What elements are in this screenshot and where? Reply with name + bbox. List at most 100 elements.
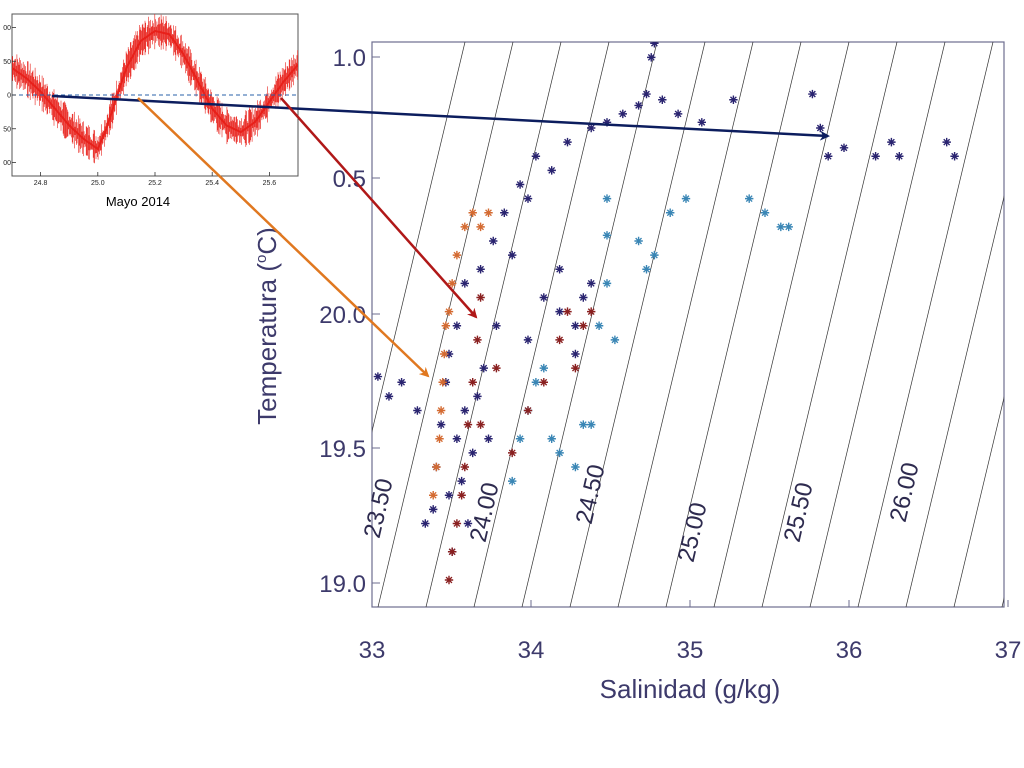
scatter-point: [484, 434, 493, 443]
inset-y-tick-label: 00: [3, 25, 11, 32]
scatter-point: [579, 420, 588, 429]
inset-ticks: 24.8 25.0 25.2 25.4 25.6 00 50 0 50 00: [3, 25, 276, 187]
scatter-point: [555, 265, 564, 274]
scatter-point: [895, 152, 904, 161]
isopycnal-line: [905, 195, 1004, 607]
scatter-point: [587, 279, 596, 288]
scatter-point: [460, 222, 469, 232]
scatter-point: [571, 349, 580, 359]
scatter-point: [650, 42, 659, 48]
scatter-point: [508, 448, 517, 458]
scatter-point: [816, 123, 825, 133]
y-tick-label: 20.0: [319, 302, 366, 329]
scatter-point: [563, 137, 572, 147]
scatter-point: [457, 476, 466, 486]
y-tick-label: 19.0: [319, 571, 366, 598]
inset-y-tick-label: 00: [3, 160, 11, 167]
inset-signal-mean: [12, 29, 298, 151]
scatter-point: [476, 420, 485, 429]
scatter-point: [463, 519, 473, 528]
scatter-point: [436, 406, 446, 415]
scatter-point: [871, 152, 880, 161]
scatter-point: [784, 222, 793, 232]
scatter-point: [447, 547, 457, 556]
scatter-point: [484, 208, 493, 217]
scatter-points: [373, 42, 959, 585]
scatter-point: [745, 194, 754, 203]
x-tick-label: 37: [995, 637, 1022, 664]
scatter-point: [650, 250, 659, 260]
isopycnal-line: [473, 42, 610, 607]
scatter-point: [435, 434, 444, 443]
y-axis-label-degree: o: [253, 255, 270, 263]
isopycnal-line: [665, 42, 802, 607]
scatter-point: [555, 448, 564, 458]
plot-frame: [371, 41, 1005, 608]
scatter-point: [429, 505, 438, 514]
inset-x-tick-label: 25.4: [205, 180, 219, 187]
arrow-orange: [137, 97, 430, 378]
isopycnal-lines: [372, 42, 1004, 607]
scatter-point: [839, 143, 849, 152]
scatter-point: [447, 279, 457, 288]
isopycnal-label: 23.50: [359, 476, 399, 541]
x-axis-label: Salinidad (g/kg): [600, 674, 781, 704]
scatter-point: [602, 279, 612, 288]
scatter-point: [429, 491, 438, 500]
scatter-point: [647, 53, 656, 62]
isopycnal-line: [425, 42, 562, 607]
isopycnal-line: [617, 42, 754, 607]
scatter-point: [539, 293, 548, 302]
y-axis-label-base: Temperatura (: [252, 263, 282, 425]
scatter-point: [515, 434, 525, 443]
scatter-point: [642, 89, 651, 99]
scatter-point: [500, 208, 509, 217]
scatter-point: [508, 476, 517, 486]
inset-x-tick-label: 25.0: [91, 180, 105, 187]
inset-y-tick-label: 0: [7, 93, 11, 100]
inset-x-tick-label: 25.6: [263, 180, 277, 187]
isopycnal-line: [713, 42, 850, 607]
inset-x-tick-label: 24.8: [34, 180, 48, 187]
scatter-point: [523, 335, 533, 345]
isopycnal-line: [953, 396, 1004, 607]
scatter-point: [618, 109, 627, 119]
scatter-point: [452, 434, 462, 443]
scatter-point: [594, 321, 604, 330]
scatter-point: [421, 519, 430, 528]
scatter-point: [468, 378, 477, 387]
scatter-point: [531, 152, 541, 161]
isopycnal-line: [569, 42, 706, 607]
x-tick-label: 35: [677, 637, 704, 664]
scatter-point: [808, 89, 817, 99]
scatter-point: [547, 166, 556, 175]
scatter-point: [508, 250, 517, 260]
scatter-point: [460, 279, 469, 288]
isopycnal-line: [761, 42, 898, 607]
scatter-point: [460, 406, 469, 415]
scatter-point: [571, 321, 580, 330]
scatter-point: [563, 307, 572, 316]
scatter-point: [658, 95, 667, 104]
scatter-point: [463, 420, 473, 429]
scatter-point: [473, 392, 482, 401]
isopycnal-line: [809, 42, 946, 607]
scatter-point: [950, 152, 959, 161]
scatter-point: [547, 434, 556, 443]
scatter-point: [452, 519, 462, 528]
scatter-point: [476, 293, 485, 302]
y-axis-label: Temperatura (oC): [252, 227, 282, 425]
isopycnal-label: 25.00: [673, 500, 713, 565]
scatter-point: [523, 194, 533, 203]
scatter-point: [476, 265, 485, 274]
scatter-point: [587, 420, 596, 429]
scatter-point: [476, 222, 485, 232]
isopycnal-line: [372, 42, 466, 433]
scatter-point: [384, 392, 394, 401]
isopycnal-label: 24.50: [571, 462, 611, 527]
scatter-point: [479, 363, 488, 373]
scatter-point: [492, 321, 501, 330]
scatter-point: [942, 137, 951, 147]
scatter-point: [438, 378, 447, 387]
